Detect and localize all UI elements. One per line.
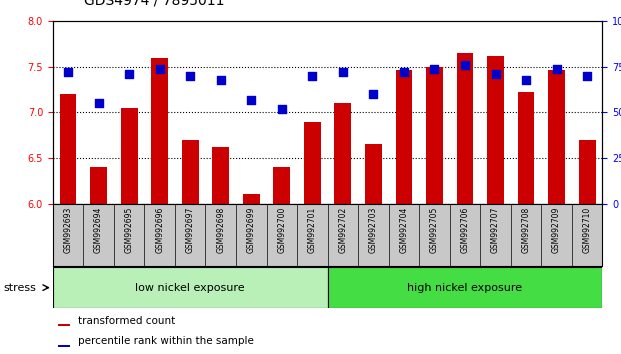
Text: GSM992696: GSM992696 (155, 207, 164, 253)
Bar (456, 53, 473, 204)
Point (368, 91, 378, 97)
Point (94, 101, 104, 106)
Text: GSM992702: GSM992702 (338, 207, 347, 253)
Bar (426, 67, 443, 204)
Bar (548, 69, 565, 204)
Text: GSM992700: GSM992700 (278, 207, 286, 253)
Bar (518, 92, 535, 204)
Text: GSM992694: GSM992694 (94, 207, 103, 253)
Bar (579, 140, 596, 204)
Bar (182, 140, 199, 204)
Text: GSM992709: GSM992709 (552, 207, 561, 253)
Text: GSM992707: GSM992707 (491, 207, 500, 253)
Point (63, 69, 73, 75)
Point (399, 69, 409, 75)
Point (491, 71, 501, 77)
Point (551, 66, 561, 72)
Text: GSM992705: GSM992705 (430, 207, 439, 253)
Point (247, 97, 256, 102)
Point (215, 77, 225, 82)
Bar (212, 147, 229, 204)
Text: GSM992697: GSM992697 (186, 207, 194, 253)
Bar (90, 167, 107, 204)
Text: GSM992704: GSM992704 (399, 207, 409, 253)
Point (307, 73, 317, 79)
Text: GSM992698: GSM992698 (216, 207, 225, 253)
Bar (328, 267, 602, 308)
Bar (243, 194, 260, 204)
Point (124, 71, 134, 77)
Text: high nickel exposure: high nickel exposure (407, 282, 522, 293)
Text: transformed count: transformed count (78, 316, 175, 326)
Text: GSM992693: GSM992693 (63, 207, 73, 253)
Point (460, 62, 470, 68)
Bar (365, 144, 382, 204)
Point (277, 106, 287, 112)
Bar (335, 103, 351, 204)
Point (521, 77, 531, 82)
Point (338, 69, 348, 75)
Text: GSM992706: GSM992706 (461, 207, 469, 253)
Text: GSM992695: GSM992695 (125, 207, 134, 253)
Bar (58, 344, 70, 347)
Point (155, 66, 165, 72)
Bar (487, 56, 504, 204)
Text: GSM992701: GSM992701 (308, 207, 317, 253)
Text: GSM992703: GSM992703 (369, 207, 378, 253)
Bar (53, 267, 328, 308)
Bar (60, 94, 76, 204)
Bar (58, 324, 70, 326)
Text: low nickel exposure: low nickel exposure (135, 282, 245, 293)
Text: percentile rank within the sample: percentile rank within the sample (78, 336, 253, 346)
Text: stress: stress (3, 282, 36, 293)
Point (430, 66, 440, 72)
Bar (273, 167, 290, 204)
Point (185, 73, 195, 79)
Text: GSM992708: GSM992708 (522, 207, 530, 253)
Bar (152, 58, 168, 204)
Point (582, 73, 592, 79)
Text: GDS4974 / 7895011: GDS4974 / 7895011 (84, 0, 224, 7)
Text: GSM992710: GSM992710 (582, 207, 592, 253)
Bar (120, 108, 137, 204)
Bar (304, 121, 320, 204)
Text: GSM992699: GSM992699 (247, 207, 256, 253)
Bar (396, 69, 412, 204)
